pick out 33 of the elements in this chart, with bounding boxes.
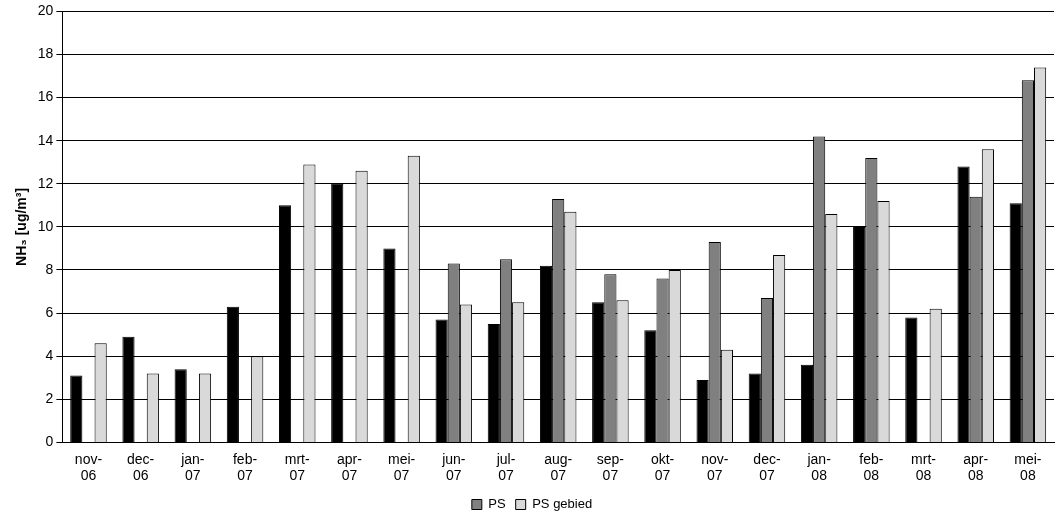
x-tick-label: aug-07 bbox=[544, 450, 573, 484]
x-tick-label: nov-07 bbox=[701, 450, 729, 484]
y-tick-label: 12 bbox=[37, 174, 54, 191]
x-tick-label: apr-08 bbox=[963, 450, 989, 484]
x-tick-label: jan-08 bbox=[806, 450, 832, 484]
y-tick-label: 10 bbox=[37, 217, 54, 234]
y-tick-label: 6 bbox=[45, 303, 54, 320]
x-tick-label: okt-07 bbox=[650, 450, 675, 484]
y-tick-label: 0 bbox=[45, 433, 54, 450]
y-tick-label: 8 bbox=[45, 260, 54, 277]
x-tick-label: dec-06 bbox=[127, 450, 155, 484]
y-axis-title: NH₃ [ug/m³] bbox=[13, 187, 30, 266]
x-tick-label: mei-08 bbox=[1014, 450, 1042, 484]
x-tick-label: jul-07 bbox=[495, 450, 516, 484]
legend-label: PS bbox=[488, 496, 506, 512]
x-tick-label: feb-08 bbox=[859, 450, 884, 484]
y-tick-label: 4 bbox=[45, 347, 54, 364]
x-tick-label: mei-07 bbox=[388, 450, 416, 484]
y-tick-label: 16 bbox=[37, 88, 54, 105]
x-tick-label: jun-07 bbox=[441, 450, 466, 484]
y-tick-label: 2 bbox=[45, 390, 54, 407]
y-tick-label: 18 bbox=[37, 45, 54, 62]
x-tick-label: nov-06 bbox=[74, 450, 103, 484]
x-tick-label: mrt-08 bbox=[911, 450, 937, 484]
x-tick-label: mrt-07 bbox=[284, 450, 310, 484]
x-tick-label: sep-07 bbox=[596, 450, 625, 484]
x-tick-label: dec-07 bbox=[753, 450, 781, 484]
x-tick-label: feb-07 bbox=[232, 450, 258, 484]
y-tick-label: 14 bbox=[37, 131, 54, 148]
x-tick-label: jan-07 bbox=[180, 450, 205, 484]
x-tick-label: apr-07 bbox=[336, 450, 363, 484]
y-tick-label: 20 bbox=[37, 2, 54, 19]
legend-label: PS gebied bbox=[532, 496, 593, 512]
